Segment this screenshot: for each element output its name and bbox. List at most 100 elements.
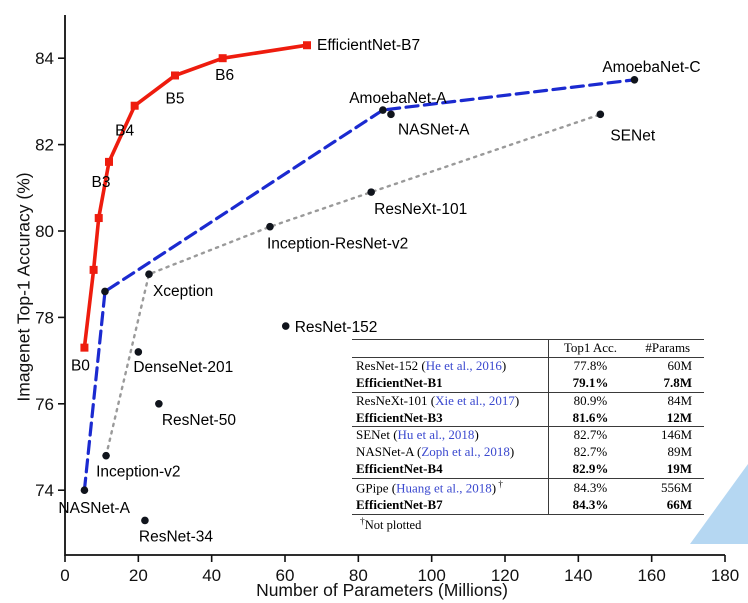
efficientnet-marker (171, 71, 179, 80)
efficientnet-marker (303, 41, 311, 50)
table-row-efficientnet-b7: EfficientNet-B7 84.3% 66M (352, 497, 704, 516)
top1-acc-cell: 81.6% (548, 409, 632, 428)
point-label-b3: B3 (92, 174, 111, 191)
x-tick-label: 20 (129, 566, 148, 585)
results-table-container: Top1 Acc. #Params ResNet-152 (He et al., 2… (352, 339, 704, 533)
model-name-cell: EfficientNet-B1 (352, 374, 550, 393)
inception-senet-marker (145, 270, 153, 279)
point-label-efficientnet-b7: EfficientNet-B7 (317, 37, 420, 54)
params-cell: 89M (667, 444, 692, 460)
point-label-amoebanet-c: AmoebaNet-C (602, 59, 700, 76)
citation-link: Zoph et al., 2018 (421, 444, 510, 460)
nasnet-amoebanet-marker (101, 287, 109, 296)
citation-link: He et al., 2016 (425, 357, 502, 373)
y-axis-title: Imagenet Top-1 Accuracy (%) (13, 172, 34, 402)
y-tick-label: 74 (35, 481, 54, 500)
point-label-inception-v2: Inception-v2 (96, 464, 180, 481)
column-header--params: #Params (631, 339, 704, 358)
point-label-amoebanet-a: AmoebaNet-A (349, 90, 447, 107)
table-row-nasnet-a: NASNet-A (Zoph et al., 2018) 82.7% 89M (352, 444, 704, 462)
top1-acc-cell: 79.1% (548, 374, 632, 393)
model-name-cell: EfficientNet-B4 (352, 461, 550, 480)
top1-acc-cell: 84.3% (573, 479, 608, 495)
top1-acc-cell: 77.8% (573, 357, 608, 373)
params-cell: 12M (631, 409, 704, 428)
top1-acc-cell: 84.3% (548, 497, 632, 516)
model-name-cell: ResNet-152 (He et al., 2016) (352, 357, 550, 375)
point-label-b5: B5 (166, 90, 185, 107)
model-name-cell: GPipe (Huang et al., 2018) † (352, 478, 550, 498)
table-row-efficientnet-b3: EfficientNet-B3 81.6% 12M (352, 409, 704, 428)
efficientnet-marker (89, 265, 98, 274)
y-tick-label: 76 (35, 395, 54, 414)
table-footnote: †Not plotted (352, 517, 704, 533)
dagger-symbol: † (496, 479, 503, 490)
point-label-inception-resnet-v2: Inception-ResNet-v2 (267, 236, 408, 253)
point-label-resnet-50: ResNet-50 (162, 412, 236, 429)
point-label-resnext-101: ResNeXt-101 (374, 201, 467, 218)
x-tick-label: 40 (202, 566, 221, 585)
x-tick-label: 160 (637, 566, 665, 585)
point-label-densenet-201: DenseNet-201 (133, 359, 233, 376)
column-header-top1-acc-: Top1 Acc. (548, 339, 632, 358)
nasnet-amoebanet-marker (379, 106, 387, 114)
point-label-b4: B4 (115, 123, 134, 140)
resnet-34-marker (141, 516, 149, 525)
params-cell: 7.8M (631, 374, 704, 393)
efficientnet-marker (130, 101, 139, 110)
model-name-cell: ResNeXt-101 (Xie et al., 2017) (352, 392, 550, 410)
y-tick-label: 78 (35, 308, 54, 327)
table-row-resnet-152: ResNet-152 (He et al., 2016) 77.8% 60M (352, 357, 704, 375)
resnet-152-marker (281, 322, 290, 330)
point-label-nasnet-a: NASNet-A (398, 121, 470, 138)
params-cell: 66M (631, 497, 704, 516)
y-tick-label: 80 (35, 222, 54, 241)
citation-link: Xie et al., 2017 (435, 392, 515, 408)
params-cell: 19M (631, 461, 704, 480)
x-axis-title: Number of Parameters (Millions) (256, 580, 508, 600)
efficientnet-marker (94, 214, 103, 223)
model-name-cell: EfficientNet-B7 (352, 497, 550, 516)
params-cell: 84M (667, 392, 692, 408)
top1-acc-cell: 80.9% (573, 392, 608, 408)
nasnet-amoebanet-marker (80, 486, 89, 495)
table-row-resnext-101: ResNeXt-101 (Xie et al., 2017) 80.9% 84M (352, 392, 704, 410)
inception-senet-marker (367, 188, 375, 196)
x-tick-label: 120 (491, 566, 519, 585)
nasnet-amoebanet-line (82, 78, 637, 492)
x-tick-label: 180 (711, 566, 739, 585)
table-row-gpipe: GPipe (Huang et al., 2018) † 84.3% 556M (352, 478, 704, 498)
resnet-50-marker (155, 400, 163, 408)
inception-senet-line (104, 113, 602, 457)
inception-senet-marker (102, 451, 110, 460)
efficientnet-marker (218, 54, 227, 63)
model-name-cell: NASNet-A (Zoph et al., 2018) (352, 444, 550, 462)
results-table: Top1 Acc. #Params ResNet-152 (He et al., 2… (352, 339, 704, 516)
point-label-resnet-34: ResNet-34 (139, 528, 213, 545)
point-label-senet: SENet (610, 127, 655, 144)
x-tick-label: 60 (276, 566, 295, 585)
inception-senet-marker (266, 222, 274, 231)
model-name-cell: SENet (Hu et al., 2018) (352, 426, 550, 445)
efficientnet-marker (105, 157, 113, 166)
top1-acc-cell: 82.9% (548, 461, 632, 480)
table-header-row: Top1 Acc. #Params (352, 339, 704, 358)
params-cell: 556M (660, 479, 692, 495)
x-tick-label: 0 (60, 566, 69, 585)
column-header-model (352, 339, 550, 358)
y-tick-label: 82 (35, 136, 54, 155)
citation-link: Hu et al., 2018 (397, 427, 475, 443)
efficientnet-marker (80, 343, 89, 352)
point-label-b0: B0 (71, 358, 90, 375)
footnote-text: Not plotted (364, 518, 422, 533)
x-tick-label: 80 (349, 566, 368, 585)
x-tick-label: 100 (417, 566, 445, 585)
table-row-efficientnet-b1: EfficientNet-B1 79.1% 7.8M (352, 374, 704, 393)
densenet-201-marker (134, 348, 143, 356)
point-label-xception: Xception (153, 283, 213, 300)
y-tick-label: 84 (35, 49, 54, 68)
top1-acc-cell: 82.7% (573, 427, 608, 443)
top1-acc-cell: 82.7% (573, 444, 608, 460)
